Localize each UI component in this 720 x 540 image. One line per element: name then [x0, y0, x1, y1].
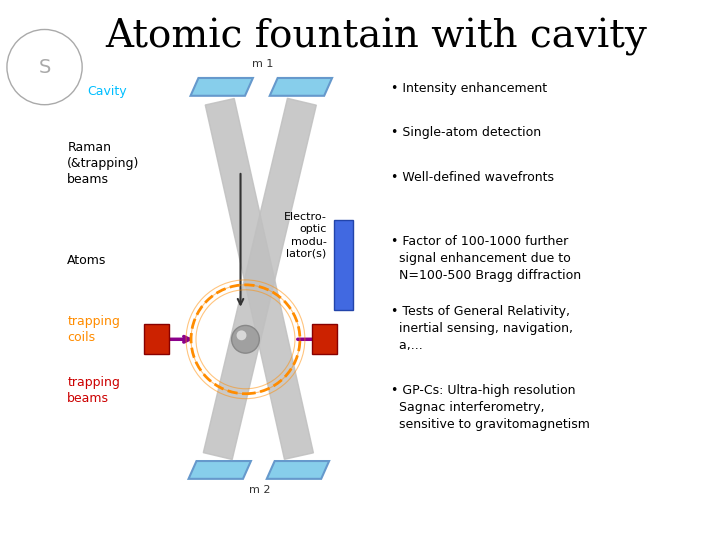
Polygon shape [205, 98, 313, 460]
Text: Cavity: Cavity [87, 85, 127, 98]
Text: Electro-
optic
modu-
lator(s): Electro- optic modu- lator(s) [284, 212, 327, 259]
Polygon shape [270, 78, 332, 96]
FancyBboxPatch shape [144, 324, 168, 354]
Polygon shape [189, 461, 251, 479]
FancyBboxPatch shape [312, 324, 337, 354]
Text: trapping
coils: trapping coils [67, 315, 120, 344]
Text: Atomic fountain with cavity: Atomic fountain with cavity [105, 18, 647, 56]
Text: • Well-defined wavefronts: • Well-defined wavefronts [391, 171, 554, 184]
Polygon shape [266, 461, 329, 479]
Circle shape [237, 330, 246, 340]
Text: m 1: m 1 [251, 59, 273, 69]
FancyBboxPatch shape [334, 220, 353, 310]
Text: • Intensity enhancement: • Intensity enhancement [391, 82, 547, 95]
Circle shape [232, 326, 259, 353]
Polygon shape [191, 78, 253, 96]
Polygon shape [203, 98, 316, 460]
Text: • GP-Cs: Ultra-high resolution
  Sagnac interferometry,
  sensitive to gravitoma: • GP-Cs: Ultra-high resolution Sagnac in… [391, 384, 590, 431]
Text: Atoms: Atoms [67, 254, 107, 267]
Text: m 2: m 2 [248, 485, 270, 495]
Text: S: S [38, 58, 50, 77]
Text: • Factor of 100-1000 further
  signal enhancement due to
  N=100-500 Bragg diffr: • Factor of 100-1000 further signal enha… [391, 235, 581, 282]
Text: • Tests of General Relativity,
  inertial sensing, navigation,
  a,...: • Tests of General Relativity, inertial … [391, 305, 573, 352]
Text: Raman
(&trapping)
beams: Raman (&trapping) beams [67, 140, 140, 186]
Text: trapping
beams: trapping beams [67, 376, 120, 405]
Text: • Single-atom detection: • Single-atom detection [391, 126, 541, 139]
